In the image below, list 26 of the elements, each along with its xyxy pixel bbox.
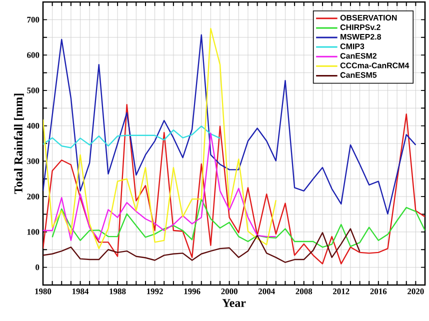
line-series <box>43 132 277 242</box>
y-tick-label: 300 <box>27 158 40 164</box>
x-tick-label: 2008 <box>296 288 312 294</box>
x-axis-title: Year <box>222 299 246 308</box>
x-tick-label: 1996 <box>184 288 200 294</box>
y-tick-label: 100 <box>27 229 40 235</box>
x-tick-label: 2004 <box>258 288 275 294</box>
x-tick-label: 2000 <box>221 288 238 294</box>
y-tick-label: 200 <box>27 194 40 200</box>
y-axis-title: Total Rainfall [mm] <box>14 94 24 194</box>
x-tick-label: 2020 <box>408 288 424 294</box>
y-tick-label: 400 <box>26 122 40 129</box>
line-series <box>43 34 416 214</box>
y-tick-label: 700 <box>27 16 40 23</box>
y-tick-label: 500 <box>27 88 40 94</box>
x-tick-label: 1992 <box>147 288 163 294</box>
line-series <box>43 228 360 263</box>
x-tick-label: 1984 <box>72 288 89 294</box>
y-tick-label: 0 <box>36 264 40 270</box>
x-tick-label: 1980 <box>35 288 52 294</box>
x-tick-label: 1988 <box>110 288 126 294</box>
y-tick-label: 600 <box>27 52 40 58</box>
line-series <box>43 28 277 250</box>
x-tick-label: 2012 <box>333 288 350 294</box>
line-series <box>43 104 426 264</box>
x-tick-label: 2016 <box>370 288 387 294</box>
